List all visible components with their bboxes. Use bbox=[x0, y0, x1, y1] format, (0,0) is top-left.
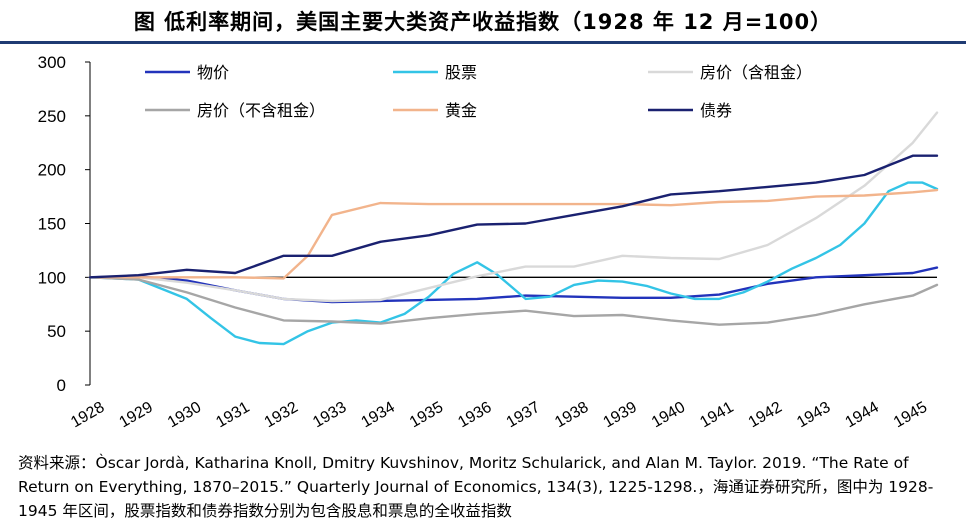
x-tick-label: 1940 bbox=[649, 399, 688, 432]
x-tick-label: 1929 bbox=[116, 399, 155, 432]
y-tick-label: 200 bbox=[38, 161, 66, 180]
series-line bbox=[88, 154, 939, 279]
title-bar: 图 低利率期间，美国主要大类资产收益指数（1928 年 12 月=100） bbox=[0, 0, 966, 44]
source-note: 资料来源：Òscar Jordà, Katharina Knoll, Dmitr… bbox=[18, 454, 934, 520]
y-tick-label: 100 bbox=[38, 268, 66, 287]
y-tick-label: 50 bbox=[47, 322, 66, 341]
x-tick-label: 1941 bbox=[697, 399, 736, 432]
legend-label: 房价（不含租金） bbox=[197, 102, 325, 120]
x-tick-label: 1936 bbox=[455, 399, 494, 432]
x-tick-label: 1938 bbox=[552, 399, 591, 432]
x-tick-label: 1943 bbox=[794, 399, 833, 432]
legend-label: 房价（含租金） bbox=[700, 64, 812, 82]
x-tick-label: 1935 bbox=[407, 399, 446, 432]
legend-label: 物价 bbox=[197, 64, 229, 82]
x-tick-label: 1939 bbox=[600, 399, 639, 432]
series-line bbox=[88, 181, 939, 346]
series-line bbox=[88, 111, 939, 303]
x-tick-label: 1944 bbox=[842, 399, 881, 432]
y-tick-label: 0 bbox=[57, 376, 66, 395]
y-tick-label: 150 bbox=[38, 215, 66, 234]
x-tick-label: 1937 bbox=[504, 399, 543, 432]
x-tick-label: 1928 bbox=[68, 399, 107, 432]
x-tick-label: 1945 bbox=[891, 399, 930, 432]
line-chart: 0 50 100 150 200 250 300 1928 1929 1930 1931 1932 19… bbox=[38, 53, 939, 432]
x-tick-label: 1942 bbox=[746, 399, 785, 432]
x-tick-label: 1931 bbox=[213, 399, 252, 432]
chart-area: 0 50 100 150 200 250 300 1928 1929 1930 1931 1932 19… bbox=[0, 46, 966, 446]
chart-title: 图 低利率期间，美国主要大类资产收益指数（1928 年 12 月=100） bbox=[133, 10, 833, 34]
x-tick-label: 1932 bbox=[262, 399, 301, 432]
x-tick-label: 1930 bbox=[165, 399, 204, 432]
legend-label: 债券 bbox=[700, 102, 732, 120]
y-tick-label: 250 bbox=[38, 107, 66, 126]
series-line bbox=[88, 276, 939, 326]
series-line bbox=[88, 188, 939, 280]
legend-label: 股票 bbox=[445, 64, 477, 82]
x-tick-label: 1933 bbox=[310, 399, 349, 432]
y-tick-label: 300 bbox=[38, 53, 66, 72]
legend-label: 黄金 bbox=[445, 102, 477, 120]
x-tick-label: 1934 bbox=[358, 399, 397, 432]
